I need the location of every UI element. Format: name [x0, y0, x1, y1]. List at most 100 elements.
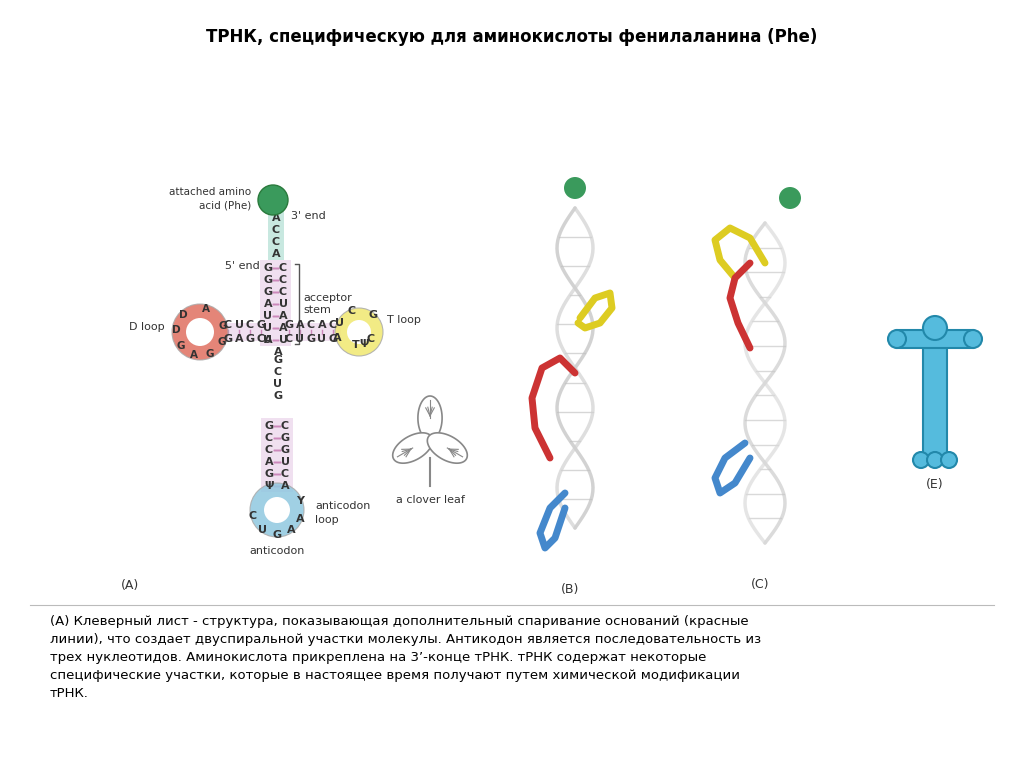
Text: attached amino: attached amino — [169, 187, 251, 197]
Text: D: D — [172, 325, 180, 335]
Bar — [285, 323, 341, 341]
Polygon shape — [427, 433, 467, 463]
Text: C: C — [265, 433, 273, 443]
Text: G: G — [263, 275, 272, 285]
Circle shape — [927, 452, 943, 468]
Text: C: C — [272, 225, 280, 235]
Text: C: C — [279, 263, 287, 273]
Text: anticodon
loop: anticodon loop — [315, 502, 371, 525]
Text: T loop: T loop — [387, 315, 421, 325]
Polygon shape — [392, 433, 433, 463]
Text: U: U — [258, 525, 267, 535]
Text: C: C — [257, 334, 265, 344]
Text: A: A — [202, 304, 210, 314]
Text: G: G — [206, 349, 214, 359]
Text: A: A — [264, 335, 272, 345]
Text: A: A — [279, 311, 288, 321]
Text: 5' end: 5' end — [225, 261, 260, 271]
Text: U: U — [234, 320, 244, 330]
Text: C: C — [281, 469, 289, 479]
Bar — [897, 330, 973, 348]
Text: Y: Y — [297, 496, 304, 506]
Text: A: A — [279, 323, 288, 333]
Polygon shape — [418, 396, 442, 440]
Bar — [923, 328, 947, 458]
Text: C: C — [367, 333, 375, 343]
Text: G: G — [256, 320, 265, 330]
Text: A: A — [264, 457, 273, 467]
Text: anticodon: anticodon — [249, 546, 305, 556]
Text: (B): (B) — [561, 583, 580, 596]
Text: C: C — [249, 511, 257, 521]
Circle shape — [186, 318, 214, 346]
Text: C: C — [281, 421, 289, 431]
Text: G: G — [176, 341, 184, 351]
Text: (А) Клеверный лист - структура, показывающая дополнительный спаривание оснований: (А) Клеверный лист - структура, показыва… — [50, 615, 761, 700]
Circle shape — [923, 316, 947, 340]
Text: G: G — [285, 320, 294, 330]
Circle shape — [258, 185, 288, 215]
Text: G: G — [246, 334, 255, 344]
Text: (A): (A) — [121, 578, 139, 591]
Text: 3' end: 3' end — [291, 211, 326, 221]
Text: G: G — [219, 321, 227, 331]
Text: U: U — [317, 334, 327, 344]
Circle shape — [564, 177, 586, 199]
Text: C: C — [329, 320, 337, 330]
Text: (C): (C) — [751, 578, 769, 591]
Text: G: G — [217, 337, 226, 347]
Text: C: C — [285, 334, 293, 344]
Circle shape — [250, 483, 304, 537]
Text: G: G — [273, 355, 283, 365]
Text: a clover leaf: a clover leaf — [395, 495, 465, 505]
Circle shape — [913, 452, 929, 468]
Text: A: A — [273, 347, 283, 357]
Text: G: G — [264, 469, 273, 479]
Text: Ψ: Ψ — [264, 481, 273, 491]
Bar — [268, 208, 284, 260]
Text: U: U — [263, 311, 272, 321]
Text: U: U — [262, 335, 271, 345]
Text: U: U — [279, 299, 288, 309]
Text: T: T — [352, 339, 359, 349]
Text: C: C — [246, 320, 254, 330]
Text: G: G — [272, 530, 282, 540]
Text: A: A — [296, 320, 304, 330]
Text: A: A — [234, 334, 244, 344]
Bar — [261, 418, 293, 492]
Text: D: D — [179, 310, 187, 320]
Circle shape — [779, 187, 801, 209]
Text: A: A — [264, 299, 272, 309]
Text: A: A — [271, 213, 281, 223]
Text: Ψ: Ψ — [359, 339, 370, 349]
Text: C: C — [307, 320, 315, 330]
Circle shape — [964, 330, 982, 348]
Text: U: U — [281, 457, 290, 467]
Text: U: U — [296, 334, 304, 344]
Text: U: U — [335, 318, 344, 328]
Text: A: A — [281, 481, 290, 491]
Text: G: G — [329, 334, 338, 344]
Text: G: G — [263, 287, 272, 297]
Bar — [260, 260, 291, 346]
Circle shape — [941, 452, 957, 468]
Text: acid (Phe): acid (Phe) — [199, 200, 251, 210]
Text: G: G — [281, 445, 290, 455]
Circle shape — [888, 330, 906, 348]
Text: C: C — [279, 275, 287, 285]
Text: D loop: D loop — [129, 322, 165, 332]
Text: U: U — [273, 379, 283, 389]
Text: G: G — [273, 391, 283, 401]
Circle shape — [264, 497, 290, 523]
Text: A: A — [287, 525, 296, 535]
Text: A: A — [296, 514, 305, 524]
Text: acceptor
stem: acceptor stem — [303, 293, 352, 315]
Text: U: U — [263, 323, 272, 333]
Text: C: C — [272, 237, 280, 247]
Text: A: A — [271, 249, 281, 259]
Text: A: A — [334, 333, 342, 343]
Text: G: G — [263, 263, 272, 273]
Text: C: C — [347, 306, 355, 316]
Text: A: A — [189, 350, 198, 360]
Text: C: C — [265, 445, 273, 455]
